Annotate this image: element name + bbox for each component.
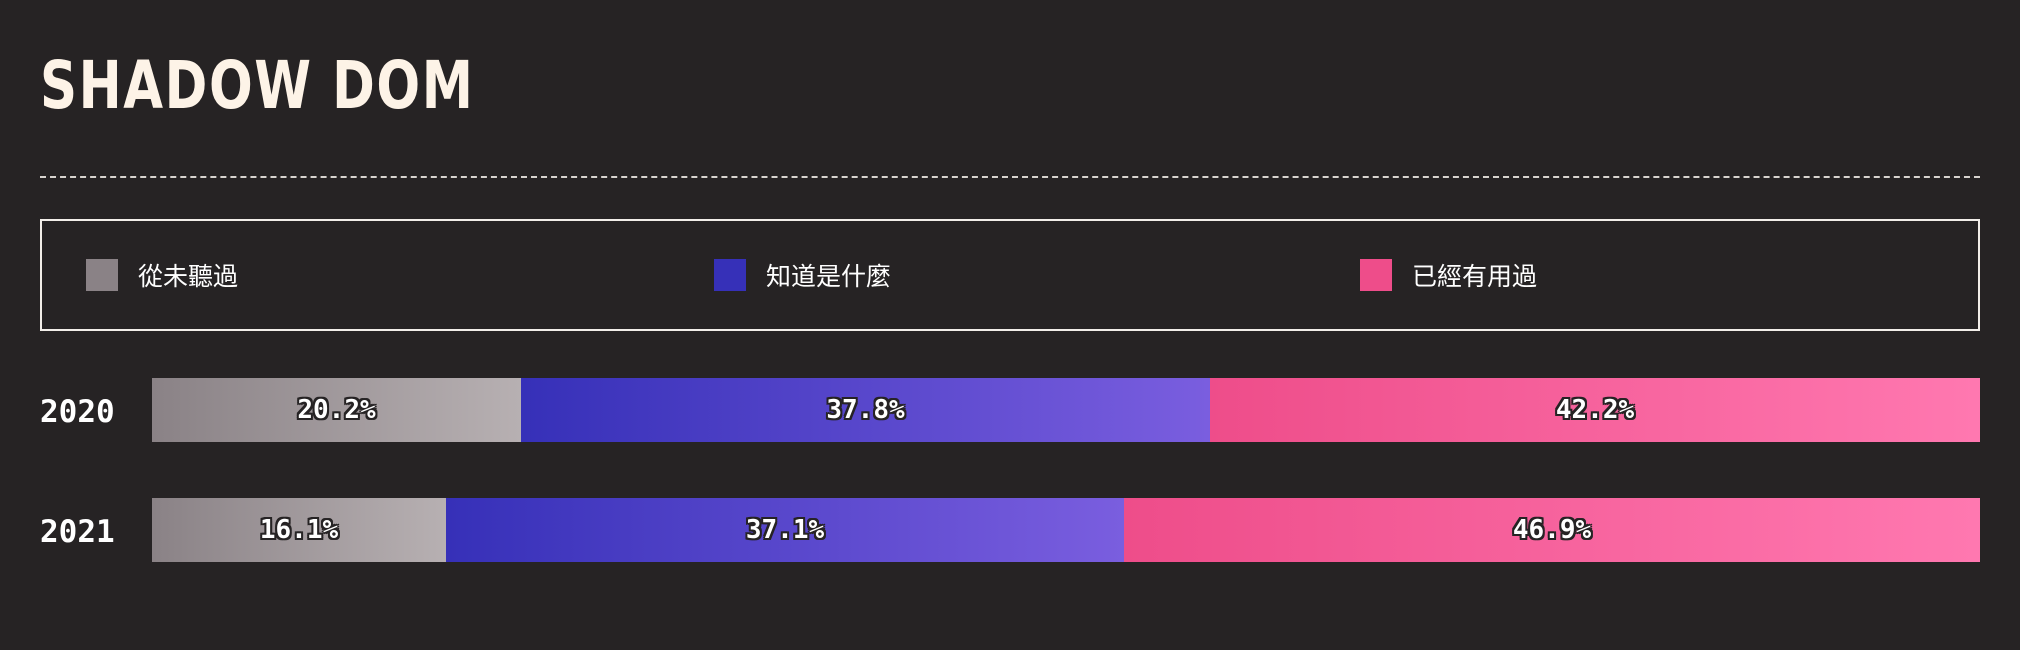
legend-swatch-used: [1360, 259, 1392, 291]
row-label-2021: 2021: [40, 514, 115, 550]
row-label-2020: 2020: [40, 394, 115, 430]
legend-item-used[interactable]: 已經有用過: [1360, 221, 1537, 329]
bar-segment-used-2021[interactable]: 46.9%: [1124, 498, 1980, 562]
chart-legend: 從未聽過 知道是什麼 已經有用過: [40, 219, 1980, 331]
bar-segment-never-2020[interactable]: 20.2%: [152, 378, 521, 442]
dashed-divider: [40, 176, 1980, 178]
chart-title: SHADOW DOM: [40, 47, 475, 124]
bar-value-label: 46.9%: [1512, 515, 1592, 545]
bar-segment-know-2021[interactable]: 37.1%: [446, 498, 1124, 562]
bar-row-2020: 20.2% 37.8% 42.2%: [152, 378, 1980, 442]
bar-value-label: 42.2%: [1555, 395, 1635, 425]
bar-segment-know-2020[interactable]: 37.8%: [521, 378, 1210, 442]
bar-value-label: 20.2%: [297, 395, 376, 425]
bar-value-label: 16.1%: [259, 515, 339, 545]
legend-swatch-know: [714, 259, 746, 291]
bar-row-2021: 16.1% 37.1% 46.9%: [152, 498, 1980, 562]
legend-swatch-never: [86, 259, 118, 291]
legend-label-know: 知道是什麼: [766, 262, 892, 291]
legend-item-know[interactable]: 知道是什麼: [714, 221, 891, 329]
legend-item-never[interactable]: 從未聽過: [86, 221, 238, 329]
bar-value-label: 37.8%: [826, 395, 905, 425]
legend-label-used: 已經有用過: [1412, 262, 1538, 291]
bar-segment-used-2020[interactable]: 42.2%: [1210, 378, 1980, 442]
bar-segment-never-2021[interactable]: 16.1%: [152, 498, 446, 562]
bar-value-label: 37.1%: [745, 515, 825, 545]
legend-label-never: 從未聽過: [138, 262, 239, 291]
